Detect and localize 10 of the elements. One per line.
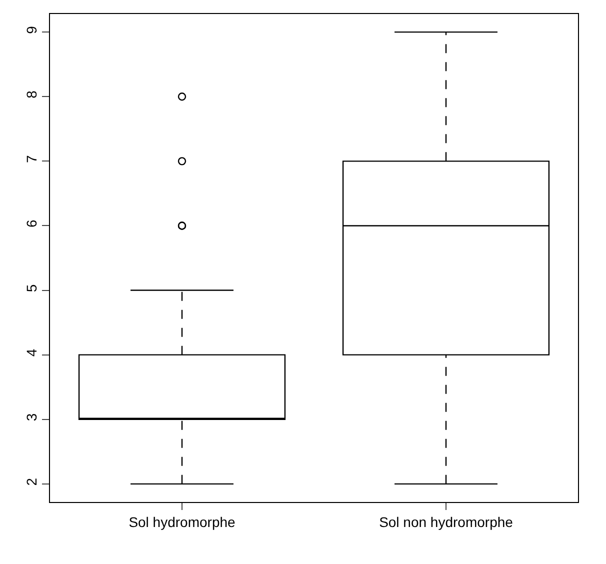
y-tick-label: 3 — [23, 413, 40, 422]
y-tick-label: 2 — [23, 478, 40, 486]
x-tick-label: Sol non hydromorphe — [379, 514, 514, 530]
y-tick-label: 4 — [23, 348, 40, 357]
y-tick-label: 8 — [23, 90, 40, 98]
y-tick-label: 6 — [23, 220, 40, 228]
x-tick-label: Sol hydromorphe — [128, 514, 236, 530]
y-tick-label: 9 — [23, 26, 40, 34]
y-tick-label: 5 — [23, 284, 40, 292]
y-tick-label: 7 — [23, 154, 40, 163]
